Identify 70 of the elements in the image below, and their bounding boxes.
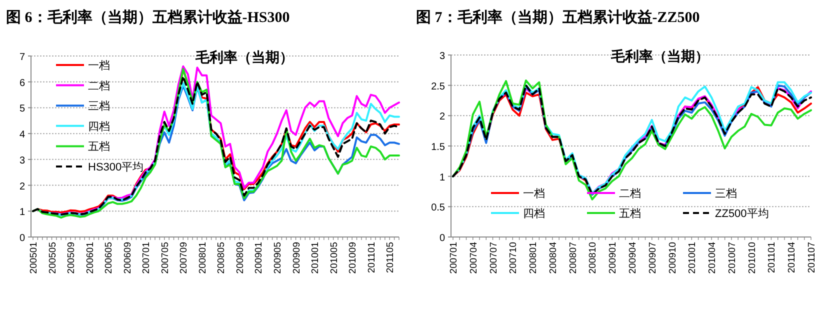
- x-tick-label: 200804: [548, 242, 559, 274]
- legend-label: 三档: [88, 100, 110, 113]
- legend-label: 二档: [88, 80, 110, 92]
- x-tick-label: 200907: [647, 242, 658, 274]
- y-tick-label: 6: [19, 78, 26, 89]
- x-tick-label: 201101: [766, 242, 778, 273]
- chart-title: 图 7：毛利率（当期）五档累计收益-ZZ500: [416, 8, 700, 26]
- legend-label: 五档: [619, 208, 641, 220]
- x-tick-label: 201001: [310, 242, 322, 274]
- x-tick-label: 200501: [28, 242, 40, 274]
- x-tick-label: 201009: [348, 242, 359, 274]
- y-tick-label: 2: [439, 112, 446, 123]
- y-tick-label: 2.5: [431, 81, 446, 92]
- x-tick-label: 201101: [366, 242, 378, 273]
- x-tick-label: 200701: [448, 242, 460, 274]
- x-tick-label: 200810: [588, 242, 599, 274]
- x-tick-label: 200901: [608, 242, 619, 274]
- x-tick-label: 200709: [178, 242, 190, 274]
- x-tick-label: 201004: [707, 242, 718, 274]
- y-tick-label: 1.5: [431, 142, 446, 153]
- legend-label: 一档: [88, 60, 110, 72]
- x-tick-label: 200605: [104, 242, 115, 274]
- x-tick-label: 200904: [628, 242, 638, 274]
- x-tick-label: 200707: [488, 242, 500, 274]
- x-tick-label: 201010: [746, 242, 758, 274]
- x-tick-label: 200909: [291, 242, 302, 274]
- legend-label: 五档: [88, 141, 110, 154]
- x-tick-label: 200901: [254, 242, 265, 274]
- x-tick-label: 201007: [726, 242, 738, 274]
- x-tick-label: 200705: [160, 242, 171, 274]
- y-tick-label: 2: [19, 181, 26, 192]
- x-tick-label: 201001: [687, 242, 698, 274]
- x-tick-label: 200701: [141, 242, 152, 274]
- y-tick-label: 3: [439, 51, 446, 62]
- legend-label: 四档: [88, 120, 110, 133]
- legend-label: 四档: [523, 208, 545, 220]
- y-tick-label: 1: [439, 172, 446, 184]
- y-tick-label: 0.5: [431, 202, 446, 214]
- x-tick-label: 200704: [468, 242, 480, 274]
- chart-title: 图 6：毛利率（当期）五档累计收益-HS300: [6, 8, 290, 26]
- x-tick-label: 200601: [84, 242, 96, 274]
- x-tick-label: 201105: [385, 242, 396, 273]
- x-tick-label: 201005: [328, 242, 340, 274]
- y-tick-label: 4: [19, 130, 26, 141]
- y-tick-label: 7: [19, 52, 26, 63]
- chart-subtitle: 毛利率（当期）: [610, 48, 709, 64]
- y-tick-label: 3: [19, 155, 26, 166]
- chart-subtitle: 毛利率（当期）: [194, 49, 294, 65]
- x-tick-label: 200807: [568, 242, 579, 274]
- legend-label: HS300平均: [88, 162, 144, 174]
- legend-label: 三档: [715, 188, 737, 200]
- x-tick-label: 200505: [47, 242, 58, 274]
- x-tick-label: 200809: [234, 242, 246, 274]
- legend-label: 二档: [619, 188, 641, 200]
- x-tick-label: 200710: [508, 242, 520, 274]
- y-tick-label: 1: [19, 207, 26, 218]
- x-tick-label: 200509: [66, 242, 78, 274]
- y-tick-label: 5: [19, 104, 26, 115]
- x-tick-label: 201104: [786, 242, 798, 273]
- x-tick-label: 201107: [806, 242, 818, 273]
- x-tick-label: 200801: [197, 242, 208, 274]
- x-tick-label: 200801: [528, 242, 540, 274]
- x-tick-label: 200805: [216, 242, 228, 274]
- legend-label: ZZ500平均: [715, 208, 769, 220]
- x-tick-label: 200905: [272, 242, 284, 274]
- legend-label: 一档: [523, 188, 545, 200]
- y-tick-label: 0: [19, 233, 26, 244]
- y-tick-label: 0: [439, 233, 446, 244]
- x-tick-label: 200910: [667, 242, 678, 274]
- x-tick-label: 200609: [122, 242, 134, 274]
